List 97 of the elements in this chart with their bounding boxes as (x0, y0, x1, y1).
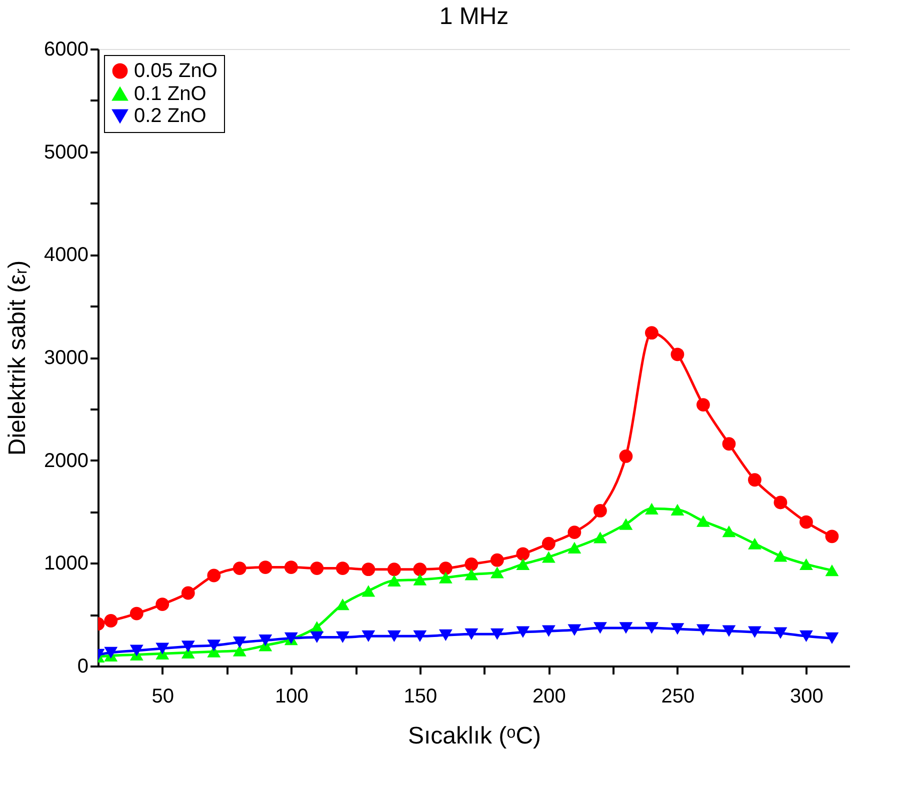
point (438, 572, 452, 584)
point (542, 551, 556, 563)
point (542, 536, 556, 550)
point (104, 646, 118, 658)
point (362, 562, 376, 576)
x-tick-label: 300 (790, 686, 824, 708)
point (387, 630, 401, 642)
point (800, 558, 813, 570)
point (644, 326, 658, 340)
point (464, 568, 478, 580)
point (310, 631, 324, 644)
point (593, 532, 607, 544)
point (413, 574, 427, 586)
point (516, 547, 530, 561)
point (490, 566, 504, 578)
point (644, 502, 658, 514)
x-tick-label: 250 (661, 686, 695, 708)
point (722, 437, 736, 451)
point (284, 560, 298, 574)
y-tick-label: 0 (77, 656, 88, 678)
point (722, 625, 736, 637)
point (670, 348, 684, 362)
chart-title: 1 MHz (439, 3, 509, 30)
point (748, 473, 762, 487)
point (800, 630, 813, 642)
point (644, 622, 658, 634)
point (619, 622, 633, 634)
point (670, 504, 684, 516)
point (619, 450, 633, 463)
y-axis-title: Dielektrik sabit (εᵣ) (4, 260, 32, 456)
point (825, 632, 839, 644)
y-tick-label: 1000 (44, 552, 88, 575)
point (696, 515, 710, 527)
x-tick-label: 50 (152, 686, 174, 708)
point (568, 542, 582, 554)
y-tick-label: 3000 (44, 347, 88, 369)
point (619, 518, 633, 530)
point (542, 625, 556, 637)
point (593, 504, 607, 518)
point (516, 626, 530, 638)
point (310, 562, 324, 576)
y-tick-label: 5000 (44, 141, 88, 164)
y-tick-label: 2000 (44, 450, 88, 472)
y-tick-label: 6000 (44, 38, 88, 60)
point (387, 562, 401, 576)
point (156, 642, 170, 654)
point (181, 640, 195, 652)
point (258, 560, 272, 574)
x-tick-label: 100 (274, 686, 308, 708)
point (362, 630, 376, 642)
point (825, 530, 839, 544)
point (258, 634, 272, 646)
point (438, 562, 452, 576)
point (696, 624, 710, 636)
point (207, 568, 221, 582)
point (130, 606, 144, 620)
point (568, 526, 582, 540)
point (696, 398, 710, 412)
x-axis-title: Sıcaklık (ᵒC) (408, 722, 542, 750)
point (464, 628, 478, 640)
point (464, 558, 478, 571)
point (387, 574, 401, 586)
point (130, 644, 144, 656)
point (207, 640, 221, 652)
point (722, 525, 736, 538)
point (438, 629, 452, 641)
point (774, 627, 788, 639)
x-tick-label: 200 (532, 686, 566, 708)
point (593, 622, 607, 634)
point (232, 636, 246, 648)
point (232, 562, 246, 576)
point (232, 644, 246, 656)
point (800, 515, 813, 529)
point (670, 623, 684, 635)
point (825, 564, 839, 576)
point (181, 586, 195, 600)
legend-label: 0.05 ZnO (134, 60, 218, 82)
point (336, 631, 350, 644)
point (774, 496, 788, 510)
point (336, 562, 350, 576)
point (362, 585, 376, 597)
legend-label: 0.2 ZnO (134, 105, 206, 127)
point (104, 614, 118, 628)
point (568, 624, 582, 636)
point (774, 550, 788, 562)
point (748, 538, 762, 550)
point (490, 553, 504, 567)
point (516, 558, 530, 570)
point (413, 630, 427, 642)
legend-label: 0.1 ZnO (134, 83, 206, 105)
point (336, 598, 350, 610)
point (413, 562, 427, 576)
x-tick-label: 150 (404, 686, 438, 708)
point (748, 626, 762, 638)
point (490, 628, 504, 640)
point (156, 598, 170, 611)
y-tick-label: 4000 (44, 244, 88, 266)
